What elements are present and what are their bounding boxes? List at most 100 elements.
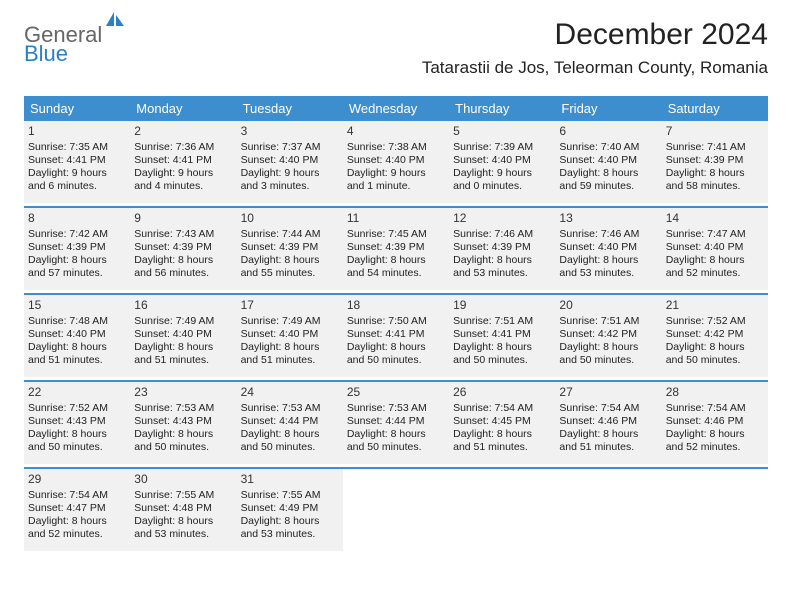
day-number: 19 — [453, 298, 551, 313]
calendar-cell: 13Sunrise: 7:46 AMSunset: 4:40 PMDayligh… — [555, 208, 661, 290]
day-header: Friday — [555, 96, 661, 121]
sunset-line: Sunset: 4:39 PM — [241, 241, 339, 254]
day-header: Saturday — [662, 96, 768, 121]
sunset-line: Sunset: 4:44 PM — [347, 415, 445, 428]
day-number: 17 — [241, 298, 339, 313]
daylight-line: Daylight: 8 hours and 59 minutes. — [559, 167, 657, 193]
sunset-line: Sunset: 4:42 PM — [666, 328, 764, 341]
daylight-line: Daylight: 9 hours and 3 minutes. — [241, 167, 339, 193]
daylight-line: Daylight: 8 hours and 55 minutes. — [241, 254, 339, 280]
sunset-line: Sunset: 4:43 PM — [134, 415, 232, 428]
day-number: 15 — [28, 298, 126, 313]
sunrise-line: Sunrise: 7:39 AM — [453, 141, 551, 154]
calendar-week: 15Sunrise: 7:48 AMSunset: 4:40 PMDayligh… — [24, 295, 768, 377]
daylight-line: Daylight: 8 hours and 51 minutes. — [453, 428, 551, 454]
calendar-cell: 4Sunrise: 7:38 AMSunset: 4:40 PMDaylight… — [343, 121, 449, 203]
calendar-cell: 8Sunrise: 7:42 AMSunset: 4:39 PMDaylight… — [24, 208, 130, 290]
daylight-line: Daylight: 8 hours and 52 minutes. — [666, 254, 764, 280]
sunset-line: Sunset: 4:48 PM — [134, 502, 232, 515]
calendar-week: 29 Sunrise: 7:54 AMSunset: 4:47 PM Dayligh… — [24, 469, 768, 551]
sunset-line: Sunset: 4:40 PM — [453, 154, 551, 167]
sunset-line: Sunset: 4:46 PM — [559, 415, 657, 428]
day-header: Wednesday — [343, 96, 449, 121]
sunrise-line: Sunrise: 7:52 AM — [666, 315, 764, 328]
daylight-line: Daylight: 8 hours and 53 minutes. — [241, 515, 339, 541]
day-header: Monday — [130, 96, 236, 121]
daylight-line: Daylight: 9 hours and 0 minutes. — [453, 167, 551, 193]
day-number: 12 — [453, 211, 551, 226]
calendar-cell: 22Sunrise: 7:52 AMSunset: 4:43 PMDayligh… — [24, 382, 130, 464]
sunset-line: Sunset: 4:41 PM — [134, 154, 232, 167]
sunset-line: Sunset: 4:39 PM — [666, 154, 764, 167]
sunrise-line: Sunrise: 7:55 AM — [241, 489, 339, 502]
sunrise-line: Sunrise: 7:46 AM — [559, 228, 657, 241]
sunrise-line: Sunrise: 7:37 AM — [241, 141, 339, 154]
daylight-line: Daylight: 8 hours and 51 minutes. — [559, 428, 657, 454]
day-number: 13 — [559, 211, 657, 226]
day-header: Thursday — [449, 96, 555, 121]
sunrise-line: Sunrise: 7:54 AM — [666, 402, 764, 415]
daylight-line: Daylight: 8 hours and 50 minutes. — [559, 341, 657, 367]
day-number: 16 — [134, 298, 232, 313]
sunrise-line: Sunrise: 7:49 AM — [134, 315, 232, 328]
calendar-cell: 18Sunrise: 7:50 AMSunset: 4:41 PMDayligh… — [343, 295, 449, 377]
day-header-row: SundayMondayTuesdayWednesdayThursdayFrid… — [24, 96, 768, 121]
sunrise-line: Sunrise: 7:54 AM — [28, 489, 126, 502]
brand-part2: Blue — [24, 41, 68, 66]
calendar-cell: 17Sunrise: 7:49 AMSunset: 4:40 PMDayligh… — [237, 295, 343, 377]
calendar-cell: 28Sunrise: 7:54 AMSunset: 4:46 PMDayligh… — [662, 382, 768, 464]
calendar-week: 8Sunrise: 7:42 AMSunset: 4:39 PMDaylight… — [24, 208, 768, 290]
day-number: 10 — [241, 211, 339, 226]
sunset-line: Sunset: 4:41 PM — [453, 328, 551, 341]
sunset-line: Sunset: 4:47 PM — [28, 502, 126, 515]
location-subtitle: Tatarastii de Jos, Teleorman County, Rom… — [422, 58, 768, 78]
daylight-line: Daylight: 8 hours and 50 minutes. — [453, 341, 551, 367]
calendar-cell — [662, 469, 768, 551]
calendar-cell: 21Sunrise: 7:52 AMSunset: 4:42 PMDayligh… — [662, 295, 768, 377]
sunset-line: Sunset: 4:40 PM — [666, 241, 764, 254]
sunset-line: Sunset: 4:49 PM — [241, 502, 339, 515]
day-number: 29 — [28, 472, 126, 487]
calendar-cell: 30Sunrise: 7:55 AMSunset: 4:48 PMDayligh… — [130, 469, 236, 551]
page-header: General Blue December 2024 Tatarastii de… — [24, 18, 768, 88]
day-number: 4 — [347, 124, 445, 139]
calendar-cell: 10 Sunrise: 7:44 AMSunset: 4:39 PMDayligh… — [237, 208, 343, 290]
sunset-line: Sunset: 4:41 PM — [347, 328, 445, 341]
sail-icon — [104, 10, 126, 32]
sunset-line: Sunset: 4:45 PM — [453, 415, 551, 428]
calendar-cell: 6Sunrise: 7:40 AMSunset: 4:40 PMDaylight… — [555, 121, 661, 203]
day-number: 26 — [453, 385, 551, 400]
day-number: 31 — [241, 472, 339, 487]
sunset-line: Sunset: 4:40 PM — [134, 328, 232, 341]
daylight-line: Daylight: 9 hours and 4 minutes. — [134, 167, 232, 193]
sunset-line: Sunset: 4:40 PM — [241, 328, 339, 341]
day-number: 22 — [28, 385, 126, 400]
page-title: December 2024 — [555, 18, 768, 52]
calendar-cell: 12Sunrise: 7:46 AMSunset: 4:39 PMDayligh… — [449, 208, 555, 290]
day-number: 27 — [559, 385, 657, 400]
sunrise-line: Sunrise: 7:52 AM — [28, 402, 126, 415]
calendar-cell: 20Sunrise: 7:51 AMSunset: 4:42 PMDayligh… — [555, 295, 661, 377]
daylight-line: Daylight: 8 hours and 57 minutes. — [28, 254, 126, 280]
calendar-cell: 29Sunrise: 7:54 AMSunset: 4:47 PMDayligh… — [24, 469, 130, 551]
calendar-cell: 24Sunrise: 7:53 AMSunset: 4:44 PMDayligh… — [237, 382, 343, 464]
sunset-line: Sunset: 4:40 PM — [241, 154, 339, 167]
sunset-line: Sunset: 4:42 PM — [559, 328, 657, 341]
sunrise-line: Sunrise: 7:47 AM — [666, 228, 764, 241]
sunrise-line: Sunrise: 7:51 AM — [453, 315, 551, 328]
day-number: 11 — [347, 211, 445, 226]
day-header: Sunday — [24, 96, 130, 121]
calendar-cell: 11Sunrise: 7:45 AMSunset: 4:39 PMDayligh… — [343, 208, 449, 290]
sunset-line: Sunset: 4:39 PM — [134, 241, 232, 254]
sunrise-line: Sunrise: 7:44 AM — [241, 228, 339, 241]
day-number: 7 — [666, 124, 764, 139]
sunset-line: Sunset: 4:39 PM — [453, 241, 551, 254]
sunrise-line: Sunrise: 7:42 AM — [28, 228, 126, 241]
sunset-line: Sunset: 4:40 PM — [347, 154, 445, 167]
sunset-line: Sunset: 4:44 PM — [241, 415, 339, 428]
daylight-line: Daylight: 8 hours and 56 minutes. — [134, 254, 232, 280]
daylight-line: Daylight: 8 hours and 58 minutes. — [666, 167, 764, 193]
sunrise-line: Sunrise: 7:46 AM — [453, 228, 551, 241]
daylight-line: Daylight: 8 hours and 53 minutes. — [559, 254, 657, 280]
sunrise-line: Sunrise: 7:49 AM — [241, 315, 339, 328]
